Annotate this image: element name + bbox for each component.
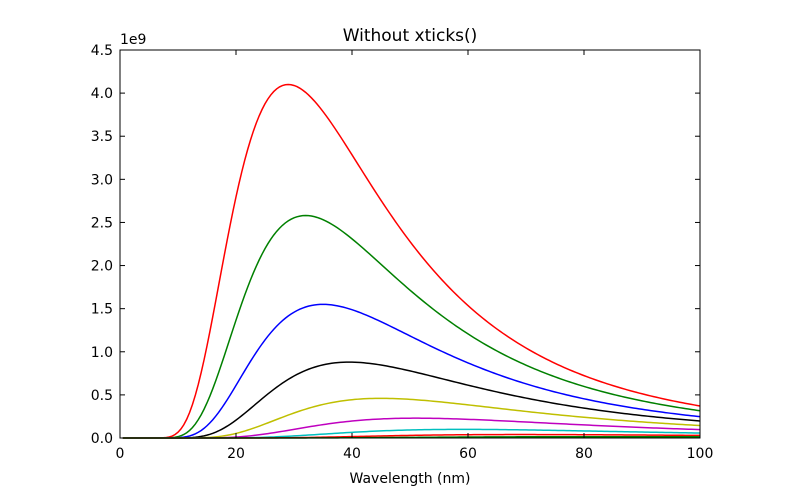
y-tick-label: 4.5 — [91, 43, 113, 59]
chart-title: Without xticks() — [343, 26, 478, 46]
x-axis-ticks: 0 20 40 60 80 100 — [116, 50, 714, 462]
series-line-4 — [122, 361, 701, 439]
y-tick-label: 1.0 — [91, 345, 113, 361]
x-tick-label: 40 — [343, 446, 361, 462]
plot-lines — [122, 83, 701, 439]
series-line-2 — [122, 214, 701, 439]
y-tick-label: 2.5 — [91, 215, 113, 231]
y-tick-label: 1.5 — [91, 302, 113, 318]
x-axis-label: Wavelength (nm) — [350, 471, 471, 487]
y-tick-label: 2.0 — [91, 259, 113, 275]
x-tick-label: 20 — [227, 446, 245, 462]
plot-area-frame — [119, 49, 701, 439]
series-line-3 — [122, 303, 701, 439]
y-tick-label: 3.5 — [91, 129, 113, 145]
y-tick-label: 0.5 — [91, 388, 113, 404]
x-tick-label: 80 — [575, 446, 593, 462]
y-tick-label: 4.0 — [91, 86, 113, 102]
series-line-5 — [122, 397, 701, 439]
y-axis-ticks: 0.0 0.5 1.0 1.5 2.0 2.5 3.0 3.5 4.0 4.5 — [91, 43, 700, 447]
x-tick-label: 0 — [116, 446, 125, 462]
y-tick-label: 3.0 — [91, 172, 113, 188]
series-line-1 — [122, 83, 701, 439]
x-tick-label: 100 — [687, 446, 714, 462]
y-tick-label: 0.0 — [91, 431, 113, 447]
x-tick-label: 60 — [459, 446, 477, 462]
y-offset-label: 1e9 — [120, 32, 146, 48]
